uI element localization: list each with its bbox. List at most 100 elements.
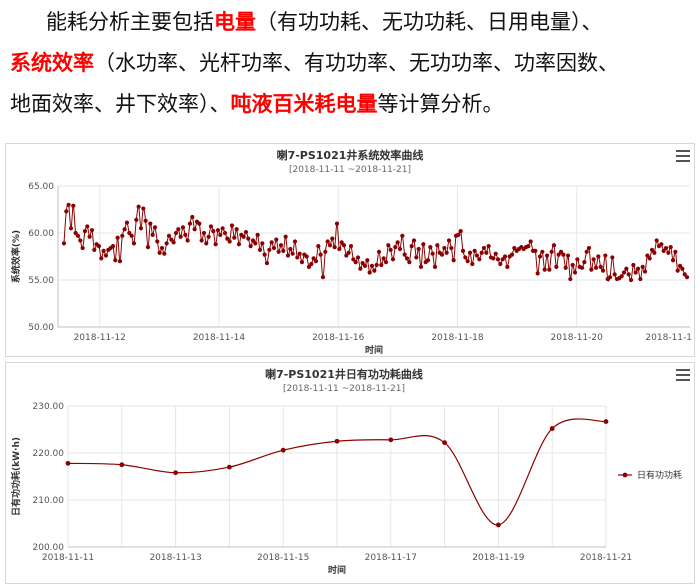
y-tick-label: 200.00 [33,543,65,553]
efficiency-data-point [323,249,328,254]
efficiency-data-point [400,233,405,238]
efficiency-data-point [117,259,123,264]
y-tick-label: 60.00 [28,229,54,239]
efficiency-data-point [470,261,475,267]
efficiency-data-point [292,239,298,244]
efficiency-data-point [358,266,363,271]
efficiency-data-point [411,238,417,243]
efficiency-data-point [638,276,643,282]
efficiency-data-point [66,202,71,207]
efficiency-data-point [185,238,190,243]
efficiency-data-point [397,246,403,252]
efficiency-data-point [395,240,400,245]
efficiency-data-point [526,244,531,249]
highlight-system-efficiency: 系统效率 [10,51,94,75]
efficiency-data-point [600,268,606,273]
efficiency-data-point [346,250,351,255]
daily-active-power-chart-svg: 喇7-PS1021井日有功功耗曲线 [2018-11-11 ~2018-11-21… [10,367,682,576]
efficiency-data-point [255,232,260,237]
legend-label[interactable]: 日有功功耗 [637,469,682,481]
efficiency-data-point [152,225,158,230]
efficiency-data-point [330,236,335,241]
efficiency-data-point [276,249,281,254]
efficiency-data-point [103,253,109,258]
efficiency-data-point [425,258,431,263]
active-power-data-point [334,438,340,444]
efficiency-data-point [451,258,456,263]
active-power-data-point [388,437,394,443]
x-tick-label: 2018-11-20 [551,333,604,343]
efficiency-data-point [684,275,690,280]
x-axis-title: 时间 [328,564,346,576]
efficiency-data-point [218,232,223,237]
efficiency-data-point [456,232,461,237]
chart-title: 喇7-PS1021井系统效率曲线 [277,148,424,162]
efficiency-data-point [124,220,130,225]
efficiency-data-point [670,258,676,263]
efficiency-data-point [61,241,67,246]
efficiency-data-point [176,227,181,232]
efficiency-data-point [677,263,683,268]
efficiency-data-point [402,252,407,257]
efficiency-data-point [428,245,433,250]
efficiency-data-point [367,270,372,275]
efficiency-data-point [558,249,564,254]
efficiency-data-point [222,230,228,236]
efficiency-data-point [332,245,337,250]
efficiency-data-point [584,249,589,254]
efficiency-data-point [619,274,624,279]
efficiency-data-point [603,253,608,258]
efficiency-data-point [257,247,263,253]
hamburger-menu-icon [676,160,690,162]
efficiency-data-point [460,248,466,253]
efficiency-data-point [136,204,141,209]
chart-menu-button[interactable] [676,369,690,381]
efficiency-data-point [64,209,69,214]
efficiency-data-point [572,270,578,275]
efficiency-data-point [208,224,214,229]
efficiency-data-point [360,260,365,266]
efficiency-data-point [341,243,347,248]
efficiency-data-point [215,228,221,233]
efficiency-data-point [435,243,440,248]
efficiency-data-point [241,234,246,239]
efficiency-data-point [383,260,389,265]
system-efficiency-chart-svg: 喇7-PS1021井系统效率曲线 [2018-11-11 ~2018-11-21]… [10,148,692,356]
efficiency-data-point [414,255,419,260]
efficiency-data-point [339,240,344,245]
active-power-data-point [549,426,555,431]
efficiency-data-point [612,272,617,277]
efficiency-data-point [192,227,197,232]
efficiency-data-point [274,237,279,242]
efficiency-data-point [500,257,505,262]
efficiency-data-point [227,239,232,244]
efficiency-data-point [110,244,116,249]
x-tick-label: 2018-11-11 [42,553,94,563]
efficiency-data-point [80,245,85,251]
efficiency-data-point [579,265,585,270]
daily-active-power-chart: 喇7-PS1021井日有功功耗曲线 [2018-11-11 ~2018-11-21… [5,362,695,584]
efficiency-data-point [365,258,370,263]
intro-text-segment: 能耗分析主要包括 [46,10,214,34]
efficiency-data-point [138,226,144,231]
y-tick-label: 65.00 [28,182,54,192]
efficiency-data-point [178,234,183,239]
efficiency-data-point [481,245,487,251]
efficiency-data-point [407,260,412,265]
efficiency-data-point [264,260,270,266]
efficiency-data-point [316,244,321,249]
efficiency-data-point [631,262,636,268]
efficiency-data-point [549,249,554,254]
efficiency-data-point [535,271,540,276]
highlight-electricity: 电量 [214,10,256,34]
intro-text-segment: （水功率、光杆功率、有功功率、无功功率、功率因数、 [94,51,619,75]
chart-menu-button[interactable] [676,150,690,162]
active-power-series [65,418,609,528]
efficiency-data-point [512,245,517,251]
efficiency-data-point [666,250,671,255]
efficiency-data-point [593,265,599,270]
efficiency-data-point [204,241,209,246]
efficiency-data-point [682,272,687,277]
efficiency-data-point [444,250,449,255]
efficiency-data-point [547,267,552,272]
